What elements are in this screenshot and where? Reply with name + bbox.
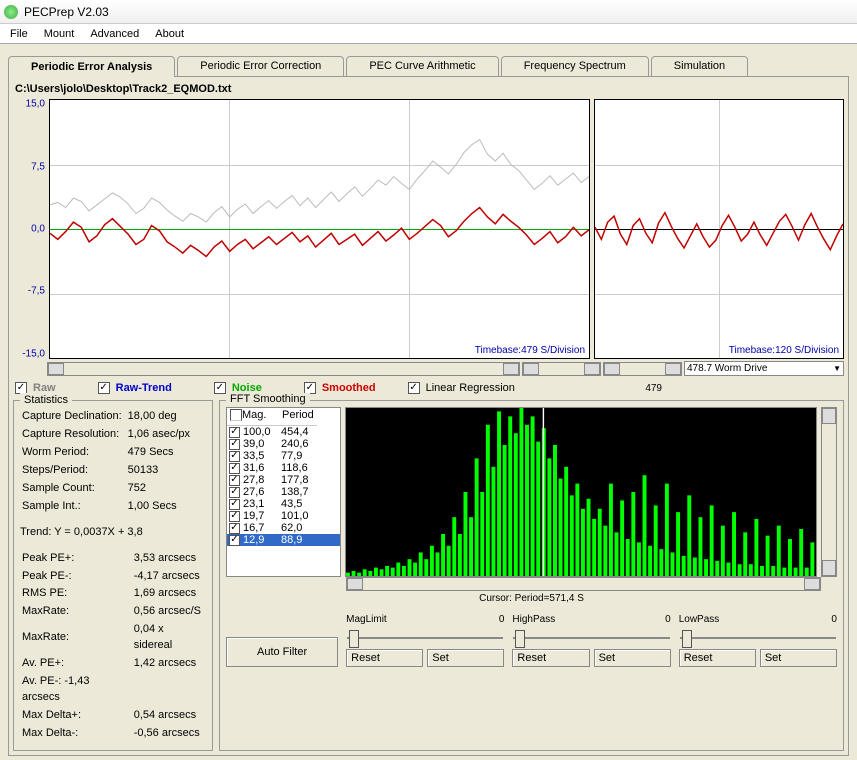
stats-row: MaxRate:0,56 arcsec/S — [22, 604, 204, 620]
side-timebase-label: Timebase:120 S/Division — [729, 345, 839, 356]
stats-row: Max Delta+:0,54 arcsecs — [22, 708, 204, 724]
stats-row: Av. PE-: -1,43 arcsecs — [22, 674, 204, 706]
lowpass-slider-group: LowPass0 ResetSet — [679, 614, 837, 667]
maglimit-set-button[interactable]: Set — [427, 649, 504, 667]
fft-graph[interactable] — [345, 407, 817, 577]
stats-row: Sample Count:752 — [22, 481, 190, 497]
noise-checkbox[interactable] — [214, 382, 226, 394]
highpass-slider-group: HighPass0 ResetSet — [512, 614, 670, 667]
fft-row-checkbox[interactable] — [229, 451, 240, 462]
side-chart-scrollbar-2[interactable] — [603, 362, 682, 376]
tab-simulation[interactable]: Simulation — [651, 56, 748, 76]
lowpass-reset-button[interactable]: Reset — [679, 649, 756, 667]
fft-list[interactable]: Mag. Period 100,0454,439,0240,633,577,93… — [226, 407, 341, 577]
stats-row: MaxRate:0,04 x sidereal — [22, 622, 204, 654]
highpass-slider[interactable] — [512, 627, 670, 647]
stats-row: Worm Period:479 Secs — [22, 445, 190, 461]
menubar: File Mount Advanced About — [0, 24, 857, 44]
y-axis-labels: 15,0 7,5 0,0 -7,5 -15,0 — [13, 99, 45, 359]
stats-row: Steps/Period:50133 — [22, 463, 190, 479]
worm-drive-dropdown[interactable]: 478.7 Worm Drive▼ — [684, 361, 844, 376]
stats-row: RMS PE:1,69 arcsecs — [22, 586, 204, 602]
fft-row[interactable]: 19,7101,0 — [227, 510, 340, 522]
stats-row: Capture Resolution:1,06 asec/px — [22, 427, 190, 443]
tab-periodic-error-correction[interactable]: Periodic Error Correction — [177, 56, 344, 76]
fft-smoothing-group: FFT Smoothing Mag. Period 100,0454,439,0… — [219, 400, 844, 751]
menu-about[interactable]: About — [147, 26, 192, 42]
highpass-set-button[interactable]: Set — [594, 649, 671, 667]
fft-row[interactable]: 27,6138,7 — [227, 486, 340, 498]
legend: Raw Raw-Trend Noise Smoothed Linear Regr… — [15, 382, 842, 394]
auto-filter-button[interactable]: Auto Filter — [226, 637, 338, 667]
fft-row[interactable]: 27,8177,8 — [227, 474, 340, 486]
fft-cursor-label: Cursor: Period=571,4 S — [226, 593, 837, 604]
fft-row[interactable]: 31,6118,6 — [227, 462, 340, 474]
main-panel: C:\Users\jolo\Desktop\Track2_EQMOD.txt 1… — [8, 76, 849, 756]
tab-frequency-spectrum[interactable]: Frequency Spectrum — [501, 56, 649, 76]
app-icon — [4, 5, 18, 19]
stats-row: Capture Declination:18,00 deg — [22, 409, 190, 425]
main-timebase-label: Timebase:479 S/Division — [475, 345, 585, 356]
statistics-group: Statistics Capture Declination:18,00 deg… — [13, 400, 213, 751]
fft-row[interactable]: 100,0454,4 — [227, 426, 340, 438]
stats-row: Peak PE-:-4,17 arcsecs — [22, 569, 204, 585]
linear-regression-checkbox[interactable] — [408, 382, 420, 394]
side-chart-scrollbar-1[interactable] — [522, 362, 601, 376]
fft-row[interactable]: 12,988,9 — [227, 534, 340, 546]
file-path-label: C:\Users\jolo\Desktop\Track2_EQMOD.txt — [15, 83, 844, 95]
fft-row-checkbox[interactable] — [229, 499, 240, 510]
maglimit-slider-group: MagLimit0 ResetSet — [346, 614, 504, 667]
fft-row[interactable]: 33,577,9 — [227, 450, 340, 462]
fft-row[interactable]: 16,762,0 — [227, 522, 340, 534]
stats-row: Max Delta-:-0,56 arcsecs — [22, 726, 204, 742]
trend-equation: Trend: Y = 0,0037X + 3,8 — [20, 525, 206, 541]
fft-row-checkbox[interactable] — [229, 535, 240, 546]
window-titlebar: PECPrep V2.03 — [0, 0, 857, 24]
stats-row: Sample Int.:1,00 Secs — [22, 499, 190, 515]
tab-bar: Periodic Error Analysis Periodic Error C… — [8, 56, 849, 76]
fft-vertical-scrollbar[interactable] — [821, 407, 837, 577]
tab-periodic-error-analysis[interactable]: Periodic Error Analysis — [8, 56, 175, 76]
fft-horizontal-scrollbar[interactable] — [346, 577, 821, 591]
chevron-down-icon: ▼ — [833, 364, 841, 373]
menu-mount[interactable]: Mount — [36, 26, 83, 42]
fft-row[interactable]: 23,143,5 — [227, 498, 340, 510]
menu-file[interactable]: File — [2, 26, 36, 42]
window-title: PECPrep V2.03 — [24, 5, 109, 19]
fft-row-checkbox[interactable] — [229, 487, 240, 498]
maglimit-slider[interactable] — [346, 627, 504, 647]
fft-row-checkbox[interactable] — [229, 523, 240, 534]
fft-row-checkbox[interactable] — [229, 439, 240, 450]
fft-row-checkbox[interactable] — [229, 511, 240, 522]
menu-advanced[interactable]: Advanced — [82, 26, 147, 42]
raw-trend-checkbox[interactable] — [98, 382, 110, 394]
stats-row: Av. PE+:1,42 arcsecs — [22, 656, 204, 672]
fft-row[interactable]: 39,0240,6 — [227, 438, 340, 450]
tab-pec-curve-arithmetic[interactable]: PEC Curve Arithmetic — [346, 56, 498, 76]
fft-row-checkbox[interactable] — [229, 463, 240, 474]
lowpass-set-button[interactable]: Set — [760, 649, 837, 667]
lowpass-slider[interactable] — [679, 627, 837, 647]
stats-row: Peak PE+:3,53 arcsecs — [22, 551, 204, 567]
maglimit-reset-button[interactable]: Reset — [346, 649, 423, 667]
fft-row-checkbox[interactable] — [229, 475, 240, 486]
main-chart-scrollbar[interactable] — [47, 362, 520, 376]
main-chart[interactable]: Timebase:479 S/Division — [49, 99, 590, 359]
fft-row-checkbox[interactable] — [229, 427, 240, 438]
side-chart[interactable]: Timebase:120 S/Division — [594, 99, 844, 359]
highpass-reset-button[interactable]: Reset — [512, 649, 589, 667]
scroll-value: 479 — [641, 383, 666, 394]
